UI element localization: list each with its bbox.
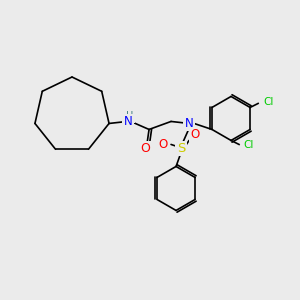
Text: Cl: Cl — [263, 98, 273, 107]
Text: N: N — [185, 117, 194, 130]
Text: S: S — [177, 142, 185, 155]
Text: O: O — [158, 138, 168, 151]
Text: O: O — [190, 128, 200, 141]
Text: O: O — [140, 142, 150, 155]
Text: H: H — [126, 112, 134, 122]
Text: Cl: Cl — [244, 140, 254, 151]
Text: N: N — [124, 115, 132, 128]
